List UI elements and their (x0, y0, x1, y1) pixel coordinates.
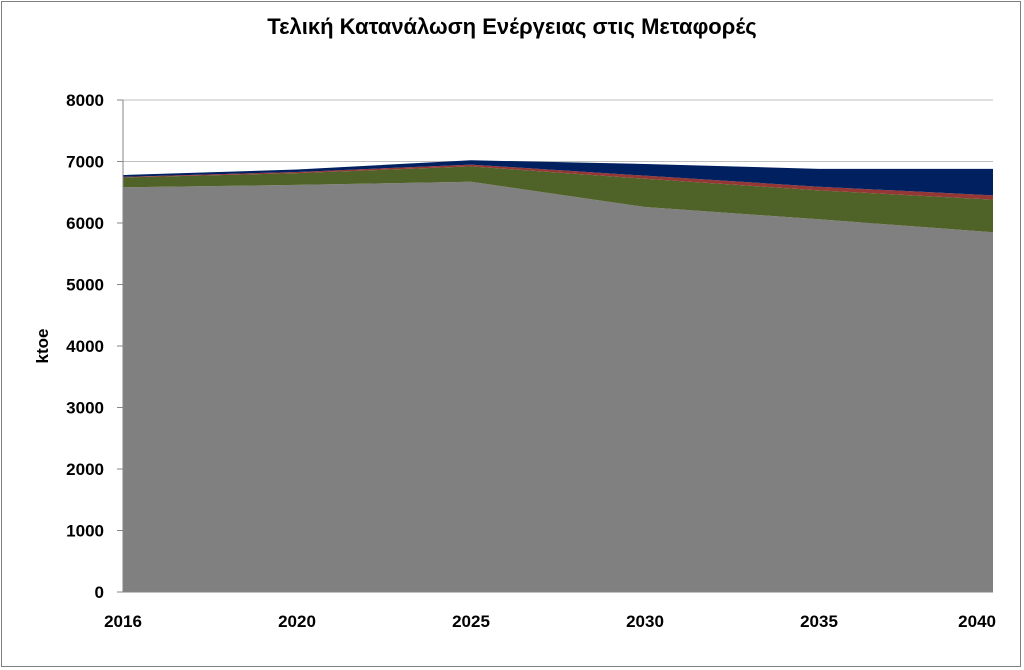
x-tick-label: 2020 (278, 612, 316, 631)
y-tick-label: 5000 (66, 276, 104, 295)
x-tick-labels: 2016 2020 2025 2030 2035 2040 (104, 612, 996, 631)
y-tick-labels: 0 1000 2000 3000 4000 5000 6000 7000 8000 (66, 91, 104, 602)
y-tick-label: 8000 (66, 91, 104, 110)
y-tick-label: 3000 (66, 399, 104, 418)
area-series-2 (123, 166, 993, 233)
area-series-4 (123, 160, 993, 196)
x-tick-label: 2035 (800, 612, 838, 631)
axes (117, 99, 993, 593)
y-tick-label: 4000 (66, 337, 104, 356)
x-tick-label: 2040 (958, 612, 996, 631)
y-tick-label: 6000 (66, 214, 104, 233)
y-tick-label: 2000 (66, 460, 104, 479)
y-tick-label: 7000 (66, 153, 104, 172)
y-tick-label: 1000 (66, 522, 104, 541)
area-series-3 (123, 164, 993, 200)
chart-title: Τελική Κατανάλωση Ενέργειας στις Μεταφορ… (267, 14, 757, 39)
x-tick-label: 2030 (626, 612, 664, 631)
y-axis-label: ktoe (33, 329, 52, 364)
x-tick-label: 2025 (452, 612, 490, 631)
area-series (123, 160, 993, 593)
area-series-1 (123, 181, 993, 593)
x-tick-label: 2016 (104, 612, 142, 631)
y-tick-label: 0 (95, 583, 104, 602)
